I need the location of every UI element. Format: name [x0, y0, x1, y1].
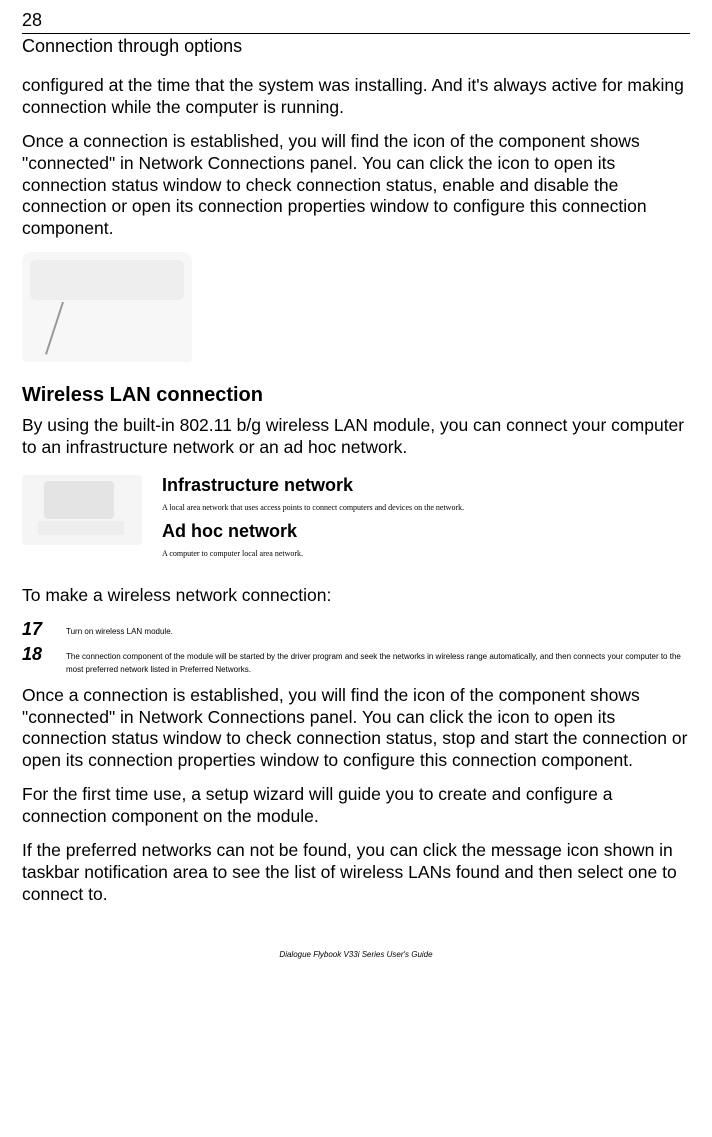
paragraph: If the preferred networks can not be fou…: [22, 840, 690, 906]
heading-infrastructure: Infrastructure network: [162, 475, 690, 496]
network-types-block: Infrastructure network A local area netw…: [22, 475, 690, 567]
step-number: 17: [22, 619, 48, 640]
desc-adhoc: A computer to computer local area networ…: [162, 548, 690, 559]
paragraph: By using the built-in 802.11 b/g wireles…: [22, 415, 690, 459]
desc-infrastructure: A local area network that uses access po…: [162, 502, 690, 513]
step-row: 18 The connection component of the modul…: [22, 644, 690, 677]
paragraph: configured at the time that the system w…: [22, 75, 690, 119]
paragraph: To make a wireless network connection:: [22, 585, 690, 607]
divider-top: [22, 33, 690, 34]
step-text: Turn on wireless LAN module.: [66, 619, 690, 639]
step-text: The connection component of the module w…: [66, 644, 690, 677]
heading-adhoc: Ad hoc network: [162, 521, 690, 542]
step-number: 18: [22, 644, 48, 665]
paragraph: For the first time use, a setup wizard w…: [22, 784, 690, 828]
paragraph: Once a connection is established, you wi…: [22, 131, 690, 240]
section-title: Connection through options: [22, 36, 690, 57]
step-row: 17 Turn on wireless LAN module.: [22, 619, 690, 640]
footer-text: Dialogue Flybook V33i Series User's Guid…: [22, 950, 690, 965]
ethernet-port-illustration: [22, 252, 192, 362]
heading-wlan: Wireless LAN connection: [22, 384, 690, 407]
paragraph: Once a connection is established, you wi…: [22, 685, 690, 773]
laptop-illustration: [22, 475, 142, 545]
page-number: 28: [22, 10, 690, 31]
